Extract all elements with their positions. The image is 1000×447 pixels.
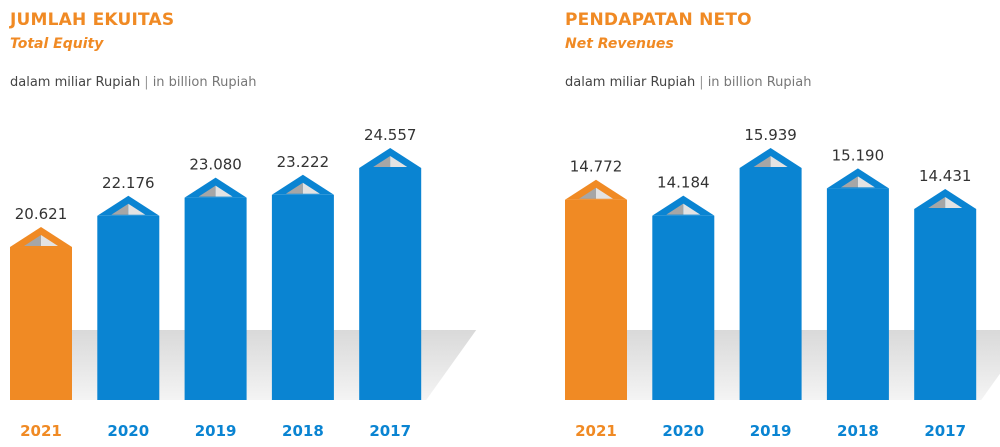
equity-value-label: 20.621 [15,205,68,223]
equity-panel: JUMLAH EKUITAS Total Equity dalam miliar… [10,0,477,447]
equity-bar-cap-light [128,203,146,215]
equity-title: JUMLAH EKUITAS [10,10,175,30]
revenue-subtitle: Net Revenues [565,36,674,52]
equity-value-label: 24.557 [364,126,417,144]
revenue-bar [914,188,977,400]
revenue-unit-separator: | [699,75,704,90]
equity-bar-body [97,215,160,400]
revenue-bar [739,148,802,400]
equity-bar-cap-shade [111,203,129,215]
equity-bar [97,195,160,400]
revenue-year-label: 2021 [575,422,617,440]
equity-bar-body [184,197,247,400]
revenue-bar-cap-shade [666,203,684,215]
equity-year-label: 2020 [107,422,149,440]
revenue-value-label: 15.939 [744,126,797,144]
equity-bar [184,177,247,400]
equity-value-label: 23.080 [189,156,242,174]
revenue-year-label: 2018 [837,422,879,440]
revenue-bar-cap-light [683,203,701,215]
revenue-year-label: 2020 [662,422,704,440]
revenue-value-label: 15.190 [832,146,885,164]
equity-bar-body [10,247,72,400]
revenue-bar-cap-light [945,196,963,208]
revenue-unit-id: dalam miliar Rupiah [565,75,696,90]
equity-unit-label: dalam miliar Rupiah | in billion Rupiah [10,75,256,90]
equity-bar-cap-light [215,185,233,197]
equity-bar-chart: 20.621 2021 22.176 2020 23.080 2019 23.222 2018… [10,126,477,440]
revenue-bar-cap-light [857,176,875,188]
revenue-bar-cap-shade [579,187,596,199]
revenue-bar-body [826,188,889,400]
revenue-bar [826,168,889,400]
equity-value-label: 22.176 [102,174,155,192]
equity-value-label: 23.222 [277,153,330,171]
equity-bar [10,227,72,400]
equity-year-label: 2021 [20,422,62,440]
revenue-unit-en: in billion Rupiah [707,75,812,90]
equity-bar-cap-shade [24,235,41,247]
equity-bar-cap-light [390,156,408,167]
revenue-bar-body [914,208,977,400]
equity-subtitle: Total Equity [10,36,104,52]
equity-year-label: 2018 [282,422,324,440]
revenue-bar [565,179,627,400]
equity-year-label: 2019 [195,422,237,440]
equity-unit-en: in billion Rupiah [152,75,257,90]
equity-bar-cap-shade [198,185,216,197]
revenue-unit-label: dalam miliar Rupiah | in billion Rupiah [565,75,811,90]
equity-bar-body [359,168,422,400]
revenue-year-label: 2017 [924,422,966,440]
revenue-bar-body [739,168,802,400]
revenue-value-label: 14.431 [919,167,972,185]
equity-bar [271,174,334,400]
revenue-bar-cap-shade [928,196,946,208]
revenue-value-label: 14.184 [657,174,710,192]
revenue-bar [652,195,715,400]
revenue-panel: PENDAPATAN NETO Net Revenues dalam milia… [565,0,1000,447]
equity-bar-cap-light [41,235,58,247]
equity-year-label: 2017 [369,422,411,440]
equity-unit-id: dalam miliar Rupiah [10,75,141,90]
revenue-bar-chart: 14.772 2021 14.184 2020 15.939 2019 15.190 2018… [565,126,1000,440]
revenue-title: PENDAPATAN NETO [565,10,752,30]
revenue-bar-cap-shade [753,156,771,167]
revenue-bar-cap-shade [840,176,858,188]
equity-bar-cap-light [302,182,320,194]
revenue-bar-cap-light [770,156,788,167]
revenue-bar-body [565,199,627,400]
revenue-year-label: 2019 [750,422,792,440]
revenue-value-label: 14.772 [570,158,623,176]
revenue-bar-body [652,215,715,400]
revenue-bar-cap-light [596,187,613,199]
equity-bar-body [271,194,334,400]
equity-bar-cap-shade [373,156,391,167]
equity-bar [359,148,422,400]
equity-unit-separator: | [144,75,149,90]
equity-bar-cap-shade [285,182,303,194]
